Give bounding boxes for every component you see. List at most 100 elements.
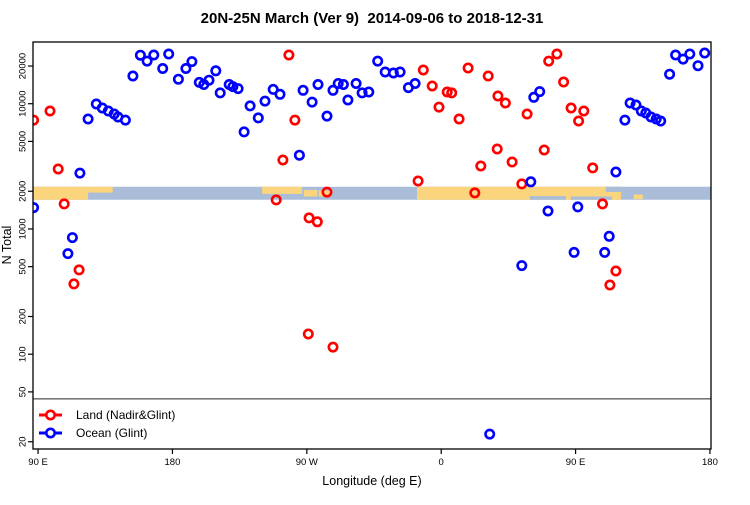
legend-label: Ocean (Glint): [76, 426, 147, 440]
ocean-point: [157, 63, 169, 75]
land-point: [302, 328, 314, 340]
ocean-point: [119, 114, 131, 126]
ocean-point: [516, 260, 528, 272]
y-tick-label: 2000: [18, 181, 29, 202]
land-point: [551, 48, 563, 60]
x-tick-label: 90 W: [296, 457, 318, 468]
land-ocean-band: [33, 186, 711, 200]
ocean-point: [630, 99, 642, 111]
land-point: [417, 64, 429, 76]
land-point: [441, 86, 453, 98]
land-point: [475, 160, 487, 172]
land-point: [604, 279, 616, 291]
ocean-point: [332, 78, 344, 90]
ocean-point: [350, 78, 362, 90]
ocean-point: [293, 149, 305, 161]
land-point: [521, 108, 533, 120]
y-axis-ticks: 20 50 100 200 500 1000 2000 5000 10000 20000: [18, 53, 33, 447]
ocean-point: [409, 78, 421, 90]
ocean-point: [327, 84, 339, 96]
y-tick-label: 100: [18, 346, 29, 362]
land-point: [44, 105, 56, 117]
ocean-point: [62, 248, 74, 260]
chart-title: 20N-25N March (Ver 9) 2014-09-06 to 2018…: [201, 10, 544, 27]
ocean-point: [664, 68, 676, 80]
ocean-point: [227, 81, 239, 93]
data-points: [33, 47, 711, 440]
land-point: [303, 212, 315, 224]
ocean-point: [180, 63, 192, 75]
y-tick-label: 5000: [18, 131, 29, 152]
ocean-point: [337, 79, 349, 91]
ocean-point: [127, 70, 139, 82]
land-band-segment: [633, 194, 643, 200]
ocean-point: [342, 94, 354, 106]
ocean-band-patch: [529, 196, 566, 200]
land-band-segment: [88, 186, 113, 193]
ocean-point: [542, 205, 554, 217]
legend-point-symbol: [44, 427, 56, 439]
ocean-point: [297, 84, 309, 96]
ocean-point: [210, 65, 222, 77]
ocean-point: [356, 87, 368, 99]
land-point: [491, 143, 503, 155]
land-point: [565, 102, 577, 114]
land-point: [506, 156, 518, 168]
ocean-point: [148, 49, 160, 61]
land-point: [289, 114, 301, 126]
ocean-point: [267, 83, 279, 95]
land-band-segment: [318, 190, 331, 197]
land-point: [283, 49, 295, 61]
land-point: [578, 105, 590, 117]
x-tick-label: 180: [702, 457, 718, 468]
ocean-point: [306, 96, 318, 108]
y-tick-label: 1000: [18, 218, 29, 239]
ocean-point: [610, 166, 622, 178]
legend-label: Land (Nadir&Glint): [76, 408, 175, 422]
land-point: [73, 264, 85, 276]
ocean-point: [134, 49, 146, 61]
ocean-point: [394, 66, 406, 78]
land-band-segment: [262, 186, 303, 194]
ocean-point: [372, 55, 384, 67]
ocean-point: [528, 91, 540, 103]
ocean-point: [203, 74, 215, 86]
x-tick-label: 180: [165, 457, 181, 468]
ocean-point: [645, 111, 657, 123]
land-point: [68, 278, 80, 290]
land-point: [596, 198, 608, 210]
ocean-point: [363, 86, 375, 98]
land-point: [610, 265, 622, 277]
ocean-point: [684, 48, 696, 60]
land-point: [52, 163, 64, 175]
land-point: [58, 198, 70, 210]
ocean-point: [599, 246, 611, 258]
legend-point-symbol: [44, 409, 56, 421]
land-point: [277, 154, 289, 166]
y-tick-label: 200: [18, 309, 29, 325]
ocean-point: [484, 428, 496, 440]
land-band-segment: [33, 186, 89, 200]
ocean-band-patch: [570, 196, 612, 200]
y-tick-label: 20: [18, 436, 29, 447]
x-axis-label: Longitude (deg E): [322, 474, 421, 488]
land-point: [558, 76, 570, 88]
ocean-point: [624, 97, 636, 109]
land-point: [433, 101, 445, 113]
x-axis-ticks: 90 E 180 90 W 0 90 E 180: [28, 449, 718, 468]
ocean-point: [603, 230, 615, 242]
ocean-point: [244, 100, 256, 112]
ocean-point: [619, 114, 631, 126]
ocean-point: [259, 95, 271, 107]
land-point: [311, 216, 323, 228]
ocean-point: [186, 56, 198, 68]
ocean-point: [387, 67, 399, 79]
ocean-point: [214, 87, 226, 99]
ocean-point: [321, 110, 333, 122]
land-point: [482, 70, 494, 82]
land-point: [327, 341, 339, 353]
y-tick-label: 10000: [18, 91, 29, 117]
land-point: [492, 90, 504, 102]
